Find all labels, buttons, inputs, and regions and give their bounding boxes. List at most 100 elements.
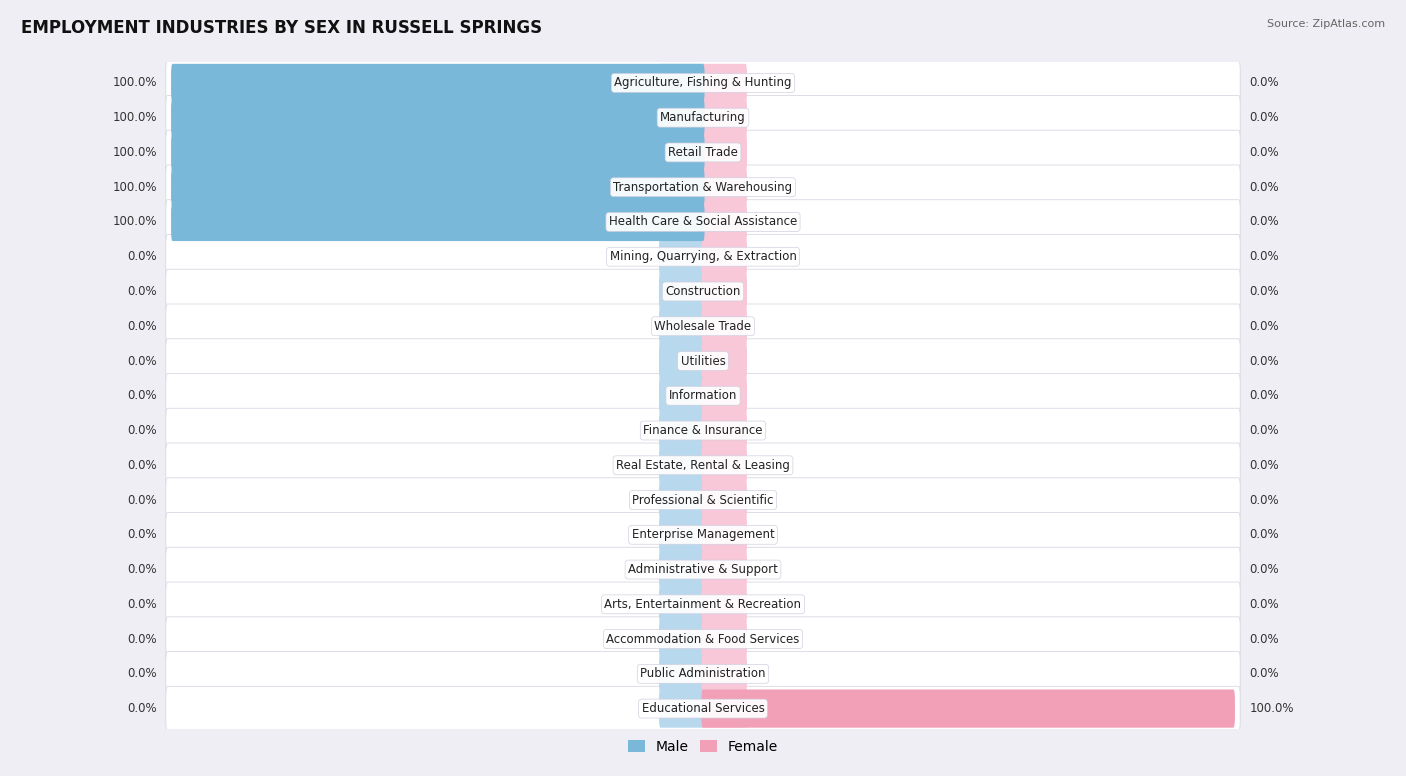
Text: Educational Services: Educational Services bbox=[641, 702, 765, 715]
FancyBboxPatch shape bbox=[702, 203, 747, 241]
FancyBboxPatch shape bbox=[659, 585, 704, 623]
Text: 0.0%: 0.0% bbox=[127, 390, 156, 402]
FancyBboxPatch shape bbox=[702, 585, 747, 623]
Text: 100.0%: 100.0% bbox=[112, 216, 156, 228]
FancyBboxPatch shape bbox=[702, 411, 747, 449]
Text: Administrative & Support: Administrative & Support bbox=[628, 563, 778, 576]
FancyBboxPatch shape bbox=[659, 64, 704, 102]
FancyBboxPatch shape bbox=[659, 342, 704, 380]
Text: 100.0%: 100.0% bbox=[112, 181, 156, 194]
Text: 0.0%: 0.0% bbox=[1250, 459, 1279, 472]
FancyBboxPatch shape bbox=[659, 446, 704, 484]
Text: Professional & Scientific: Professional & Scientific bbox=[633, 494, 773, 507]
Text: Enterprise Management: Enterprise Management bbox=[631, 528, 775, 542]
FancyBboxPatch shape bbox=[702, 516, 747, 554]
Text: 100.0%: 100.0% bbox=[1250, 702, 1294, 715]
Text: 0.0%: 0.0% bbox=[1250, 632, 1279, 646]
FancyBboxPatch shape bbox=[166, 513, 1240, 557]
Text: 0.0%: 0.0% bbox=[1250, 390, 1279, 402]
FancyBboxPatch shape bbox=[172, 99, 704, 137]
FancyBboxPatch shape bbox=[166, 686, 1240, 731]
Text: 0.0%: 0.0% bbox=[127, 424, 156, 437]
FancyBboxPatch shape bbox=[166, 443, 1240, 487]
FancyBboxPatch shape bbox=[702, 550, 747, 589]
FancyBboxPatch shape bbox=[702, 64, 747, 102]
Text: 0.0%: 0.0% bbox=[127, 632, 156, 646]
FancyBboxPatch shape bbox=[172, 133, 704, 171]
Text: 0.0%: 0.0% bbox=[1250, 528, 1279, 542]
Text: 0.0%: 0.0% bbox=[127, 494, 156, 507]
FancyBboxPatch shape bbox=[702, 446, 747, 484]
Text: Retail Trade: Retail Trade bbox=[668, 146, 738, 159]
FancyBboxPatch shape bbox=[166, 199, 1240, 244]
FancyBboxPatch shape bbox=[659, 620, 704, 658]
Text: 0.0%: 0.0% bbox=[127, 667, 156, 681]
Legend: Male, Female: Male, Female bbox=[623, 734, 783, 759]
Text: 0.0%: 0.0% bbox=[1250, 146, 1279, 159]
Text: 0.0%: 0.0% bbox=[1250, 667, 1279, 681]
Text: 0.0%: 0.0% bbox=[127, 250, 156, 263]
Text: 0.0%: 0.0% bbox=[127, 598, 156, 611]
FancyBboxPatch shape bbox=[659, 550, 704, 589]
Text: 0.0%: 0.0% bbox=[127, 355, 156, 368]
Text: 0.0%: 0.0% bbox=[1250, 355, 1279, 368]
FancyBboxPatch shape bbox=[659, 203, 704, 241]
FancyBboxPatch shape bbox=[702, 620, 747, 658]
FancyBboxPatch shape bbox=[166, 339, 1240, 383]
Text: Construction: Construction bbox=[665, 285, 741, 298]
FancyBboxPatch shape bbox=[702, 307, 747, 345]
FancyBboxPatch shape bbox=[166, 408, 1240, 452]
Text: Utilities: Utilities bbox=[681, 355, 725, 368]
FancyBboxPatch shape bbox=[702, 376, 747, 415]
Text: 0.0%: 0.0% bbox=[1250, 494, 1279, 507]
FancyBboxPatch shape bbox=[166, 478, 1240, 522]
Text: 0.0%: 0.0% bbox=[1250, 216, 1279, 228]
FancyBboxPatch shape bbox=[702, 689, 747, 728]
FancyBboxPatch shape bbox=[166, 130, 1240, 175]
Text: 0.0%: 0.0% bbox=[127, 528, 156, 542]
Text: 0.0%: 0.0% bbox=[1250, 563, 1279, 576]
Text: Real Estate, Rental & Leasing: Real Estate, Rental & Leasing bbox=[616, 459, 790, 472]
FancyBboxPatch shape bbox=[702, 689, 1234, 728]
FancyBboxPatch shape bbox=[659, 272, 704, 310]
FancyBboxPatch shape bbox=[172, 168, 704, 206]
Text: 0.0%: 0.0% bbox=[127, 702, 156, 715]
Text: 0.0%: 0.0% bbox=[1250, 285, 1279, 298]
FancyBboxPatch shape bbox=[166, 582, 1240, 626]
FancyBboxPatch shape bbox=[659, 655, 704, 693]
Text: Health Care & Social Assistance: Health Care & Social Assistance bbox=[609, 216, 797, 228]
Text: 0.0%: 0.0% bbox=[127, 459, 156, 472]
FancyBboxPatch shape bbox=[166, 95, 1240, 140]
FancyBboxPatch shape bbox=[702, 655, 747, 693]
FancyBboxPatch shape bbox=[702, 481, 747, 519]
FancyBboxPatch shape bbox=[166, 547, 1240, 592]
FancyBboxPatch shape bbox=[172, 203, 704, 241]
Text: Arts, Entertainment & Recreation: Arts, Entertainment & Recreation bbox=[605, 598, 801, 611]
FancyBboxPatch shape bbox=[166, 61, 1240, 106]
FancyBboxPatch shape bbox=[702, 237, 747, 275]
FancyBboxPatch shape bbox=[166, 373, 1240, 418]
Text: 100.0%: 100.0% bbox=[112, 111, 156, 124]
Text: 0.0%: 0.0% bbox=[1250, 250, 1279, 263]
Text: 100.0%: 100.0% bbox=[112, 76, 156, 89]
Text: 0.0%: 0.0% bbox=[1250, 424, 1279, 437]
FancyBboxPatch shape bbox=[659, 133, 704, 171]
Text: Public Administration: Public Administration bbox=[640, 667, 766, 681]
Text: Mining, Quarrying, & Extraction: Mining, Quarrying, & Extraction bbox=[610, 250, 796, 263]
Text: Manufacturing: Manufacturing bbox=[661, 111, 745, 124]
Text: Information: Information bbox=[669, 390, 737, 402]
Text: 0.0%: 0.0% bbox=[1250, 76, 1279, 89]
Text: Agriculture, Fishing & Hunting: Agriculture, Fishing & Hunting bbox=[614, 76, 792, 89]
FancyBboxPatch shape bbox=[166, 165, 1240, 210]
Text: 0.0%: 0.0% bbox=[1250, 598, 1279, 611]
FancyBboxPatch shape bbox=[659, 99, 704, 137]
FancyBboxPatch shape bbox=[166, 652, 1240, 696]
FancyBboxPatch shape bbox=[702, 342, 747, 380]
FancyBboxPatch shape bbox=[659, 516, 704, 554]
FancyBboxPatch shape bbox=[166, 234, 1240, 279]
FancyBboxPatch shape bbox=[659, 376, 704, 415]
Text: Transportation & Warehousing: Transportation & Warehousing bbox=[613, 181, 793, 194]
Text: EMPLOYMENT INDUSTRIES BY SEX IN RUSSELL SPRINGS: EMPLOYMENT INDUSTRIES BY SEX IN RUSSELL … bbox=[21, 19, 543, 37]
FancyBboxPatch shape bbox=[659, 411, 704, 449]
FancyBboxPatch shape bbox=[659, 237, 704, 275]
